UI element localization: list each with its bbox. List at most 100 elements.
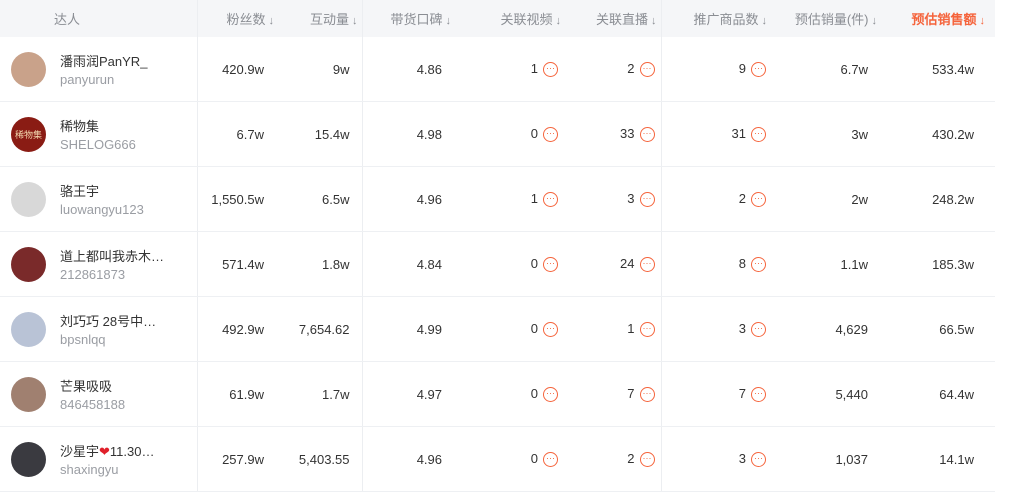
more-icon[interactable]: ··· bbox=[639, 322, 655, 338]
influencer-name[interactable]: 骆王宇 bbox=[60, 181, 178, 200]
table-row[interactable]: 潘雨润PanYR_ panyurun 420.9w 9w 4.86 1 ··· 2 ··· 9 ·… bbox=[0, 37, 995, 102]
avatar[interactable]: 稀物集 bbox=[11, 116, 46, 152]
revenue-cell: 14.1w bbox=[885, 426, 995, 492]
name-text: 稀物集 bbox=[60, 119, 100, 134]
influencer-name[interactable]: 刘巧巧 28号中… bbox=[60, 311, 178, 330]
sales-cell: 1.1w bbox=[775, 231, 885, 297]
header-lives[interactable]: 关联直播 ↓ bbox=[565, 0, 661, 37]
fans-cell: 571.4w bbox=[197, 231, 280, 297]
influencer-name[interactable]: 道上都叫我赤木… bbox=[60, 246, 178, 265]
sort-icon[interactable]: ↓ bbox=[445, 15, 452, 27]
header-products[interactable]: 推广商品数 ↓ bbox=[660, 0, 775, 37]
products-value: 7 bbox=[738, 385, 746, 401]
revenue-cell: 248.2w bbox=[885, 166, 995, 232]
more-icon[interactable]: ··· bbox=[639, 192, 655, 208]
more-icon[interactable]: ··· bbox=[639, 257, 655, 273]
more-icon[interactable]: ··· bbox=[543, 127, 558, 143]
influencer-name[interactable]: 稀物集 bbox=[60, 116, 178, 135]
influencer-name[interactable]: 芒果吸吸 bbox=[60, 376, 178, 395]
videos-cell: 0 ··· bbox=[465, 361, 565, 427]
header-videos[interactable]: 关联视频 ↓ bbox=[465, 0, 565, 37]
more-icon[interactable]: ··· bbox=[751, 387, 766, 403]
header-label: 预估销量(件) bbox=[794, 12, 869, 27]
avatar[interactable] bbox=[11, 51, 46, 87]
more-icon[interactable]: ··· bbox=[543, 387, 558, 403]
more-icon[interactable]: ··· bbox=[751, 257, 766, 273]
sort-icon[interactable]: ↓ bbox=[352, 15, 358, 27]
sort-icon[interactable]: ↓ bbox=[761, 15, 768, 27]
fans-value: 257.9w bbox=[222, 451, 264, 467]
more-icon[interactable]: ··· bbox=[639, 452, 655, 468]
header-fans[interactable]: 粉丝数 ↓ bbox=[197, 0, 280, 37]
videos-cell: 0 ··· bbox=[465, 426, 565, 492]
sales-value: 5,440 bbox=[835, 386, 868, 402]
header-label: 互动量 bbox=[309, 12, 349, 27]
header-revenue[interactable]: 预估销售额 ↓ bbox=[885, 0, 995, 37]
table-row[interactable]: 骆王宇 luowangyu123 1,550.5w 6.5w 4.96 1 ··· 3 ···… bbox=[0, 166, 995, 232]
more-icon[interactable]: ··· bbox=[543, 62, 558, 78]
header-rating[interactable]: 带货口碑 ↓ bbox=[361, 0, 465, 37]
videos-cell: 1 ··· bbox=[465, 166, 565, 232]
videos-cell: 0 ··· bbox=[465, 231, 565, 297]
products-cell: 8 ··· bbox=[660, 231, 775, 297]
sort-icon[interactable]: ↓ bbox=[871, 15, 878, 27]
products-value: 2 bbox=[738, 190, 746, 206]
header-sales-volume[interactable]: 预估销量(件) ↓ bbox=[775, 0, 885, 37]
avatar[interactable] bbox=[11, 246, 46, 282]
table-row[interactable]: 芒果吸吸 846458188 61.9w 1.7w 4.97 0 ··· 7 ··· 7 ··· 5… bbox=[0, 361, 995, 427]
sort-icon[interactable]: ↓ bbox=[555, 15, 562, 27]
sort-icon[interactable]: ↓ bbox=[979, 15, 986, 27]
header-label: 推广商品数 bbox=[693, 12, 759, 27]
revenue-value: 185.3w bbox=[932, 256, 974, 272]
more-icon[interactable]: ··· bbox=[639, 387, 655, 403]
products-cell: 31 ··· bbox=[660, 101, 775, 167]
fans-cell: 420.9w bbox=[197, 37, 280, 102]
fans-value: 1,550.5w bbox=[211, 191, 264, 207]
sales-cell: 6.7w bbox=[775, 37, 885, 102]
more-icon[interactable]: ··· bbox=[543, 452, 558, 468]
avatar[interactable] bbox=[11, 441, 46, 477]
influencer-id: SHELOG666 bbox=[60, 137, 136, 152]
lives-cell: 2 ··· bbox=[565, 37, 661, 102]
revenue-value: 248.2w bbox=[932, 191, 974, 207]
revenue-value: 14.1w bbox=[939, 451, 974, 467]
more-icon[interactable]: ··· bbox=[543, 257, 558, 273]
more-icon[interactable]: ··· bbox=[639, 127, 655, 143]
influencer-name[interactable]: 潘雨润PanYR_ bbox=[60, 51, 178, 70]
more-icon[interactable]: ··· bbox=[639, 62, 655, 78]
more-icon[interactable]: ··· bbox=[543, 192, 558, 208]
products-cell: 7 ··· bbox=[660, 361, 775, 427]
sales-cell: 1,037 bbox=[775, 426, 885, 492]
videos-cell: 0 ··· bbox=[465, 296, 565, 362]
header-interactions[interactable]: 互动量 ↓ bbox=[280, 0, 362, 37]
influencer-cell: 刘巧巧 28号中… bpsnlqq bbox=[0, 296, 198, 362]
more-icon[interactable]: ··· bbox=[751, 192, 766, 208]
table-row[interactable]: 道上都叫我赤木… 212861873 571.4w 1.8w 4.84 0 ··· 24 ··… bbox=[0, 231, 995, 297]
table-row[interactable]: 刘巧巧 28号中… bpsnlqq 492.9w 7,654.62 4.99 0 ··· 1… bbox=[0, 296, 995, 362]
fans-cell: 1,550.5w bbox=[197, 166, 280, 232]
more-icon[interactable]: ··· bbox=[751, 322, 766, 338]
revenue-cell: 533.4w bbox=[885, 37, 995, 102]
sort-icon[interactable]: ↓ bbox=[268, 15, 275, 27]
more-icon[interactable]: ··· bbox=[751, 127, 766, 143]
lives-value: 3 bbox=[627, 190, 635, 206]
lives-value: 2 bbox=[627, 450, 635, 466]
more-icon[interactable]: ··· bbox=[543, 322, 558, 338]
sort-icon[interactable]: ↓ bbox=[651, 15, 657, 27]
more-icon[interactable]: ··· bbox=[751, 452, 766, 468]
avatar[interactable] bbox=[11, 181, 46, 217]
more-icon[interactable]: ··· bbox=[751, 62, 766, 78]
videos-cell: 0 ··· bbox=[465, 101, 565, 167]
influencer-name[interactable]: 沙星宇❤11.30… bbox=[60, 441, 178, 460]
lives-cell: 1 ··· bbox=[565, 296, 661, 362]
revenue-cell: 430.2w bbox=[885, 101, 995, 167]
fans-value: 420.9w bbox=[222, 61, 264, 77]
avatar[interactable] bbox=[11, 311, 46, 347]
table-row[interactable]: 稀物集 稀物集 SHELOG666 6.7w 15.4w 4.98 0 ··· 33 ··· 3… bbox=[0, 101, 995, 167]
fans-value: 6.7w bbox=[236, 126, 264, 142]
avatar[interactable] bbox=[11, 376, 46, 412]
table-row[interactable]: 沙星宇❤11.30… shaxingyu 257.9w 5,403.55 4.96 0 ·… bbox=[0, 426, 995, 492]
rating-value: 4.96 bbox=[416, 451, 442, 467]
revenue-cell: 64.4w bbox=[885, 361, 995, 427]
